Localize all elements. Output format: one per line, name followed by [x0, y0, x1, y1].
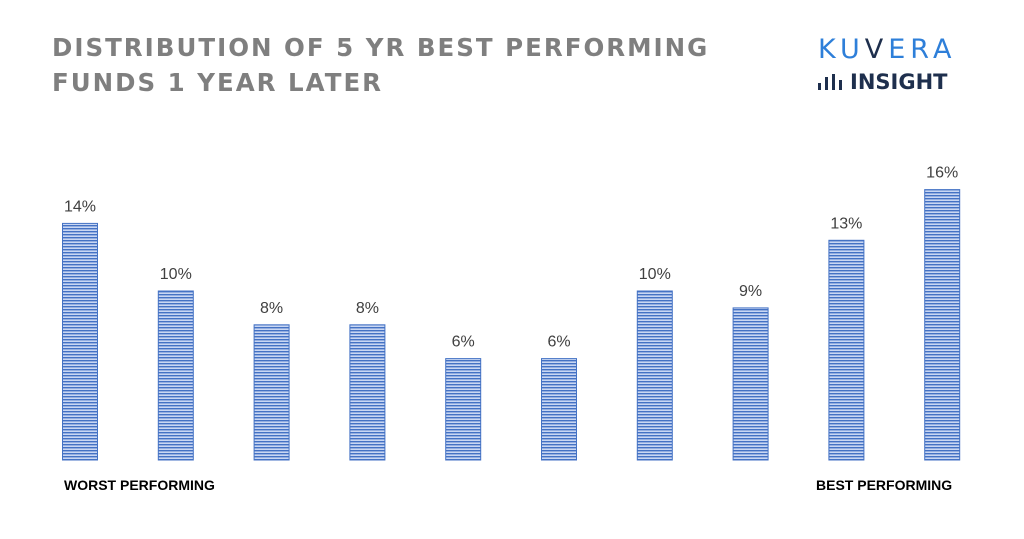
bar-series — [62, 189, 961, 461]
bar-chart-icon — [818, 74, 846, 90]
bar-1 — [62, 222, 98, 461]
chart-title-line-1: DISTRIBUTION OF 5 YR BEST PERFORMING — [52, 33, 710, 62]
worst-performing-label: WORST PERFORMING — [64, 477, 215, 493]
value-label-7: 10% — [639, 266, 671, 283]
brand-name-text: KUVERA — [818, 34, 957, 65]
bar-8 — [732, 307, 769, 461]
value-label-10: 16% — [926, 165, 958, 182]
brand-sub-text: INSIGHT — [850, 70, 948, 94]
bar-5 — [445, 358, 482, 461]
brand-logo: KUVERA INSIGHT — [812, 33, 972, 103]
best-performing-label: BEST PERFORMING — [816, 477, 953, 493]
value-label-2: 10% — [160, 266, 192, 283]
bar-3 — [253, 324, 290, 461]
brand-name: KUVERA — [818, 33, 956, 67]
value-label-4: 8% — [356, 300, 379, 317]
bar-9 — [828, 239, 865, 461]
value-label-1: 14% — [64, 198, 96, 215]
value-label-6: 6% — [547, 334, 570, 351]
bar-7 — [636, 290, 673, 461]
bar-2 — [157, 290, 194, 461]
value-label-3: 8% — [260, 300, 283, 317]
value-label-5: 6% — [452, 334, 475, 351]
bar-10 — [924, 189, 961, 461]
chart-title-line-2: FUNDS 1 YEAR LATER — [52, 68, 384, 97]
brand-sub: INSIGHT — [818, 68, 947, 96]
chart-title: DISTRIBUTION OF 5 YR BEST PERFORMING FUN… — [52, 30, 732, 100]
bar-6 — [541, 358, 577, 461]
bar-4 — [349, 324, 386, 461]
value-labels: 14% 10% 8% 8% 6% 6% 10% 9% 13% 16% — [64, 165, 958, 351]
value-label-8: 9% — [739, 283, 762, 300]
value-label-9: 13% — [830, 215, 862, 232]
